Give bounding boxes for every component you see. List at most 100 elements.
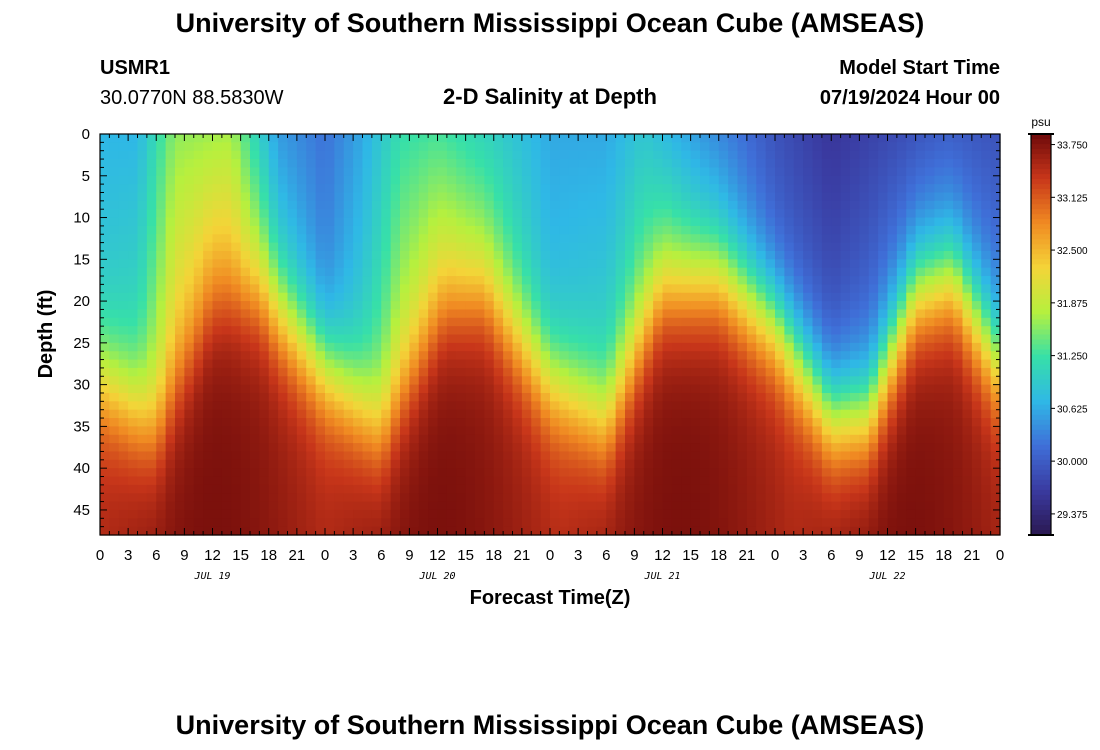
heatmap-cell — [118, 250, 129, 260]
heatmap-cell — [568, 501, 579, 511]
heatmap-cell — [540, 509, 551, 519]
heatmap-cell — [409, 334, 420, 344]
heatmap-cell — [446, 292, 457, 302]
heatmap-cell — [840, 175, 851, 185]
heatmap-cell — [484, 317, 495, 327]
heatmap-cell — [409, 301, 420, 311]
heatmap-cell — [943, 217, 954, 227]
heatmap-cell — [615, 234, 626, 244]
heatmap-cell — [231, 459, 242, 469]
colorbar-segment — [1031, 154, 1051, 160]
heatmap-cell — [981, 267, 992, 277]
heatmap-cell — [296, 159, 307, 169]
heatmap-cell — [465, 175, 476, 185]
heatmap-cell — [737, 234, 748, 244]
heatmap-cell — [625, 484, 635, 494]
heatmap-cell — [512, 351, 523, 361]
heatmap-cell — [193, 459, 204, 469]
heatmap-cell — [643, 426, 654, 436]
heatmap-cell — [990, 443, 1001, 453]
heatmap-cell — [493, 459, 504, 469]
heatmap-cell — [971, 326, 982, 336]
heatmap-cell — [915, 518, 926, 528]
heatmap-cell — [521, 443, 532, 453]
heatmap-cell — [831, 509, 842, 519]
heatmap-cell — [409, 276, 420, 285]
heatmap-cell — [915, 493, 926, 503]
heatmap-cell — [896, 359, 907, 369]
heatmap-cell — [325, 175, 335, 185]
heatmap-cell — [146, 184, 157, 194]
heatmap-cell — [925, 167, 935, 177]
heatmap-cell — [306, 468, 317, 478]
heatmap-cell — [428, 192, 439, 202]
heatmap-cell — [990, 501, 1001, 511]
heatmap-cell — [278, 276, 289, 285]
heatmap-cell — [325, 267, 335, 277]
heatmap-cell — [465, 376, 476, 386]
heatmap-cell — [446, 418, 457, 427]
heatmap-cell — [831, 459, 842, 469]
heatmap-cell — [268, 292, 279, 302]
heatmap-cell — [503, 518, 514, 528]
heatmap-cell — [934, 292, 945, 302]
heatmap-cell — [821, 309, 832, 319]
heatmap-cell — [775, 459, 785, 469]
heatmap-cell — [437, 351, 448, 361]
heatmap-cell — [268, 134, 279, 143]
heatmap-cell — [137, 167, 148, 177]
heatmap-cell — [953, 443, 964, 453]
heatmap-cell — [381, 334, 392, 344]
heatmap-cell — [221, 301, 232, 311]
x-tick-label: 15 — [457, 547, 474, 564]
heatmap-cell — [709, 434, 720, 444]
heatmap-cell — [606, 443, 617, 453]
heatmap-cell — [296, 317, 307, 327]
heatmap-cell — [850, 392, 860, 402]
heatmap-cell — [493, 526, 504, 536]
heatmap-cell — [146, 242, 157, 252]
heatmap-cell — [878, 250, 889, 260]
heatmap-cell — [943, 426, 954, 436]
heatmap-cell — [887, 518, 898, 528]
heatmap-cell — [193, 276, 204, 285]
heatmap-cell — [325, 459, 335, 469]
heatmap-cell — [325, 142, 335, 152]
heatmap-cell — [990, 184, 1001, 194]
heatmap-cell — [109, 242, 120, 252]
heatmap-cell — [475, 342, 485, 352]
heatmap-cell — [840, 359, 851, 369]
heatmap-cell — [531, 134, 542, 143]
heatmap-cell — [596, 468, 607, 478]
heatmap-cell — [390, 292, 401, 302]
heatmap-cell — [531, 142, 542, 152]
heatmap-cell — [137, 501, 148, 511]
heatmap-cell — [456, 192, 467, 202]
heatmap-cell — [596, 334, 607, 344]
heatmap-cell — [175, 234, 185, 244]
heatmap-cell — [568, 184, 579, 194]
heatmap-cell — [268, 301, 279, 311]
heatmap-cell — [156, 468, 167, 478]
heatmap-cell — [156, 451, 167, 461]
heatmap-cell — [268, 192, 279, 202]
heatmap-cell — [428, 367, 439, 377]
heatmap-cell — [381, 468, 392, 478]
heatmap-cell — [193, 234, 204, 244]
heatmap-cell — [193, 418, 204, 427]
heatmap-cell — [100, 451, 110, 461]
heatmap-cell — [550, 309, 560, 319]
heatmap-cell — [756, 526, 767, 536]
heatmap-cell — [981, 359, 992, 369]
heatmap-cell — [915, 276, 926, 285]
heatmap-cell — [803, 376, 814, 386]
heatmap-cell — [306, 334, 317, 344]
heatmap-cell — [550, 209, 560, 219]
heatmap-cell — [484, 292, 495, 302]
heatmap-cell — [831, 484, 842, 494]
heatmap-cell — [887, 225, 898, 235]
heatmap-cell — [175, 200, 185, 210]
heatmap-cell — [671, 518, 682, 528]
heatmap-cell — [268, 342, 279, 352]
heatmap-cell — [521, 434, 532, 444]
